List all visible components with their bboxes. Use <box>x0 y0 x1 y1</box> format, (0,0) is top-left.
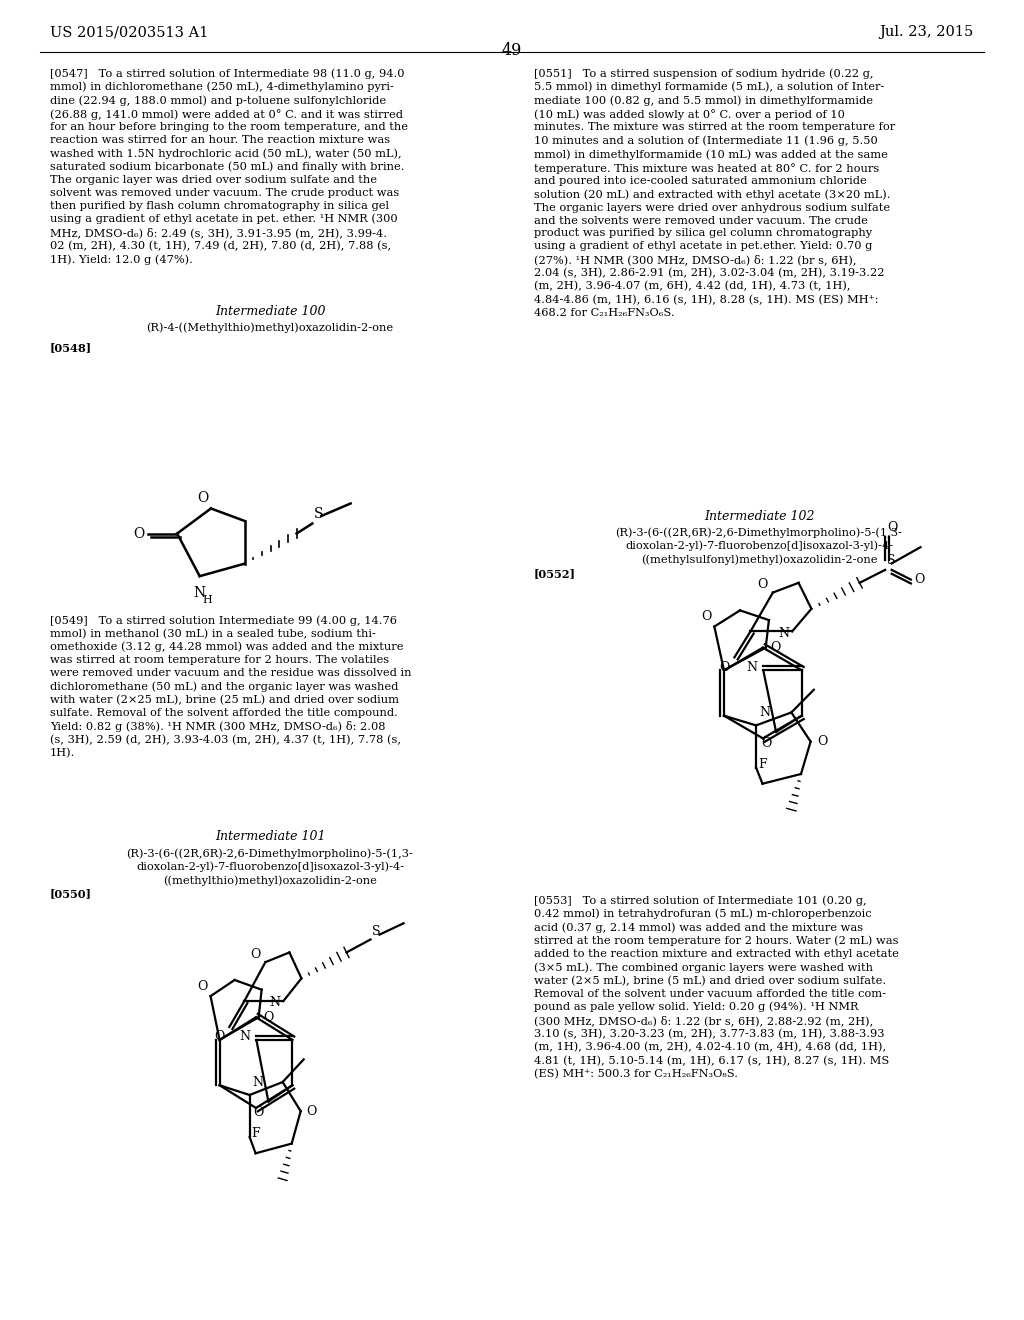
Text: S: S <box>313 507 323 521</box>
Text: O: O <box>700 610 711 623</box>
Text: [0547]   To a stirred solution of Intermediate 98 (11.0 g, 94.0
mmol) in dichlor: [0547] To a stirred solution of Intermed… <box>50 69 408 265</box>
Text: O: O <box>817 735 827 748</box>
Text: F: F <box>759 758 767 771</box>
Text: 49: 49 <box>502 42 522 59</box>
Text: N: N <box>194 586 206 601</box>
Text: O: O <box>758 578 768 591</box>
Text: O: O <box>914 573 925 586</box>
Text: Intermediate 101: Intermediate 101 <box>215 830 326 843</box>
Text: N: N <box>253 1076 263 1089</box>
Text: O: O <box>263 1011 273 1024</box>
Text: O: O <box>214 1030 225 1043</box>
Text: [0553]   To a stirred solution of Intermediate 101 (0.20 g,
0.42 mmol) in tetrah: [0553] To a stirred solution of Intermed… <box>534 895 899 1078</box>
Text: [0549]   To a stirred solution Intermediate 99 (4.00 g, 14.76
mmol) in methanol : [0549] To a stirred solution Intermediat… <box>50 615 412 758</box>
Text: Intermediate 102: Intermediate 102 <box>703 510 814 523</box>
Text: S: S <box>887 553 895 566</box>
Text: F: F <box>252 1127 260 1140</box>
Text: O: O <box>198 491 209 504</box>
Text: N: N <box>745 660 757 673</box>
Text: O: O <box>887 521 897 535</box>
Text: N: N <box>240 1030 250 1043</box>
Text: O: O <box>719 660 729 673</box>
Text: US 2015/0203513 A1: US 2015/0203513 A1 <box>50 25 208 40</box>
Text: N: N <box>269 997 281 1010</box>
Text: O: O <box>133 527 144 541</box>
Text: O: O <box>254 1106 264 1119</box>
Text: O: O <box>770 642 781 655</box>
Text: O: O <box>761 737 771 750</box>
Text: O: O <box>307 1105 317 1118</box>
Text: Intermediate 100: Intermediate 100 <box>215 305 326 318</box>
Text: [0548]: [0548] <box>50 342 92 352</box>
Text: (R)-3-(6-((2R,6R)-2,6-Dimethylmorpholino)-5-(1,3-
dioxolan-2-yl)-7-fluorobenzo[d: (R)-3-(6-((2R,6R)-2,6-Dimethylmorpholino… <box>615 527 902 565</box>
Text: Jul. 23, 2015: Jul. 23, 2015 <box>880 25 974 40</box>
Text: O: O <box>198 979 208 993</box>
Text: H: H <box>203 595 212 605</box>
Text: S: S <box>372 925 381 937</box>
Text: N: N <box>778 627 788 640</box>
Text: [0550]: [0550] <box>50 888 92 899</box>
Text: (R)-3-(6-((2R,6R)-2,6-Dimethylmorpholino)-5-(1,3-
dioxolan-2-yl)-7-fluorobenzo[d: (R)-3-(6-((2R,6R)-2,6-Dimethylmorpholino… <box>127 847 414 886</box>
Text: [0552]: [0552] <box>534 568 575 579</box>
Text: O: O <box>251 948 261 961</box>
Text: N: N <box>759 706 770 719</box>
Text: (R)-4-((Methylthio)methyl)oxazolidin-2-one: (R)-4-((Methylthio)methyl)oxazolidin-2-o… <box>146 322 393 333</box>
Text: [0551]   To a stirred suspension of sodium hydride (0.22 g,
5.5 mmol) in dimethy: [0551] To a stirred suspension of sodium… <box>534 69 895 318</box>
